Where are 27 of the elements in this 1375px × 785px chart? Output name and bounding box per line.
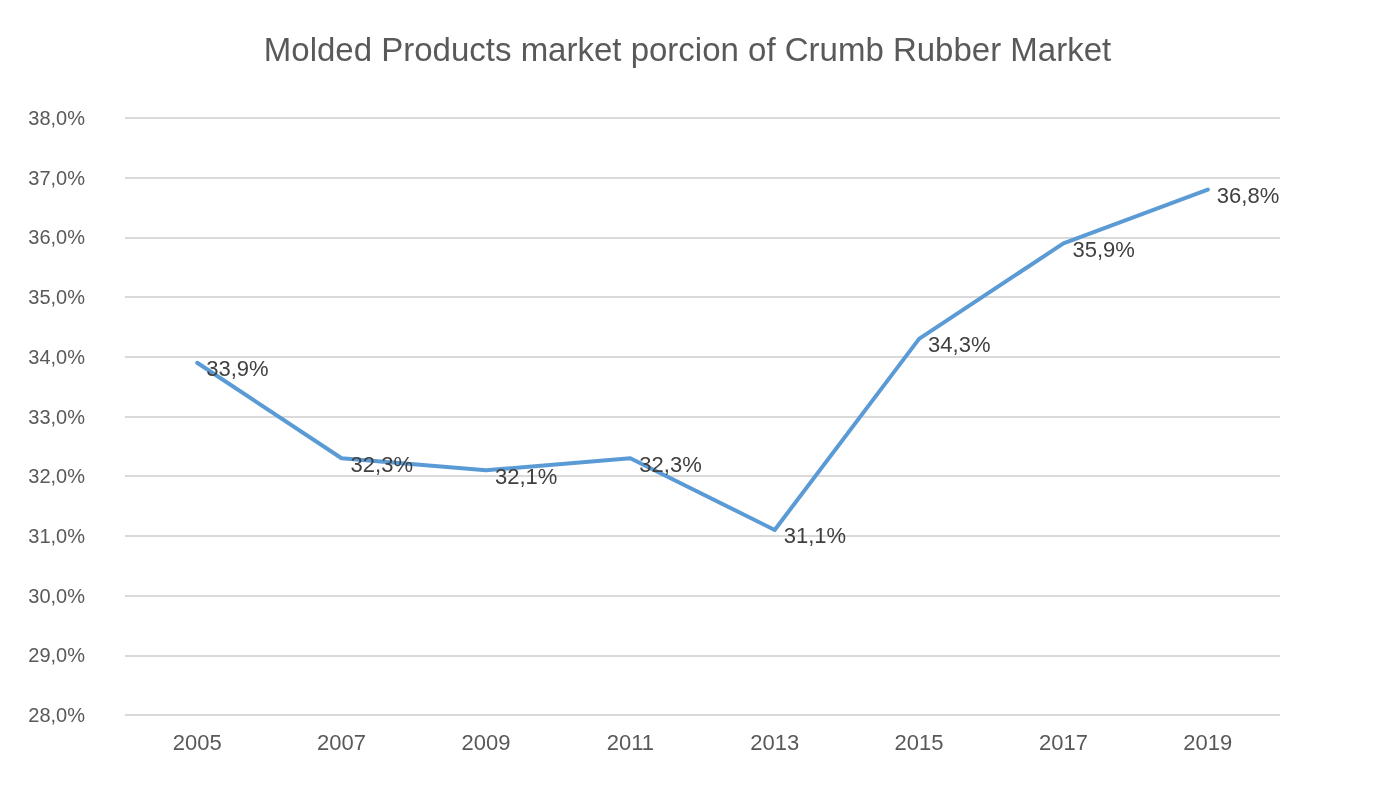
x-tick-label: 2015 bbox=[894, 729, 944, 755]
x-tick-label: 2019 bbox=[1183, 729, 1233, 755]
x-tick-label: 2017 bbox=[1038, 729, 1088, 755]
x-tick-label: 2011 bbox=[606, 729, 654, 755]
x-tick-label: 2005 bbox=[172, 729, 222, 755]
data-label: 35,9% bbox=[1072, 236, 1135, 262]
y-tick-label: 38,0% bbox=[28, 107, 86, 129]
data-label: 32,1% bbox=[494, 463, 558, 489]
x-tick-label: 2013 bbox=[750, 729, 800, 755]
data-label: 32,3% bbox=[639, 451, 702, 477]
x-tick-label: 2007 bbox=[317, 729, 367, 755]
y-tick-label: 28,0% bbox=[28, 704, 86, 726]
x-tick-label: 2009 bbox=[461, 729, 511, 755]
data-label: 36,8% bbox=[1216, 183, 1280, 209]
y-tick-label: 34,0% bbox=[28, 345, 86, 368]
y-tick-label: 31,0% bbox=[28, 524, 86, 547]
y-tick-label: 29,0% bbox=[28, 644, 86, 667]
data-label: 33,9% bbox=[206, 356, 269, 382]
chart-title: Molded Products market porcion of Crumb Rubber Market bbox=[263, 31, 1112, 68]
y-tick-label: 33,0% bbox=[28, 405, 86, 428]
y-tick-label: 37,0% bbox=[28, 166, 86, 189]
data-label: 31,1% bbox=[783, 523, 847, 549]
data-label: 34,3% bbox=[928, 332, 991, 358]
y-tick-label: 30,0% bbox=[28, 584, 86, 607]
y-tick-label: 32,0% bbox=[28, 465, 86, 488]
y-tick-label: 36,0% bbox=[28, 226, 86, 249]
y-tick-label: 35,0% bbox=[28, 286, 86, 309]
